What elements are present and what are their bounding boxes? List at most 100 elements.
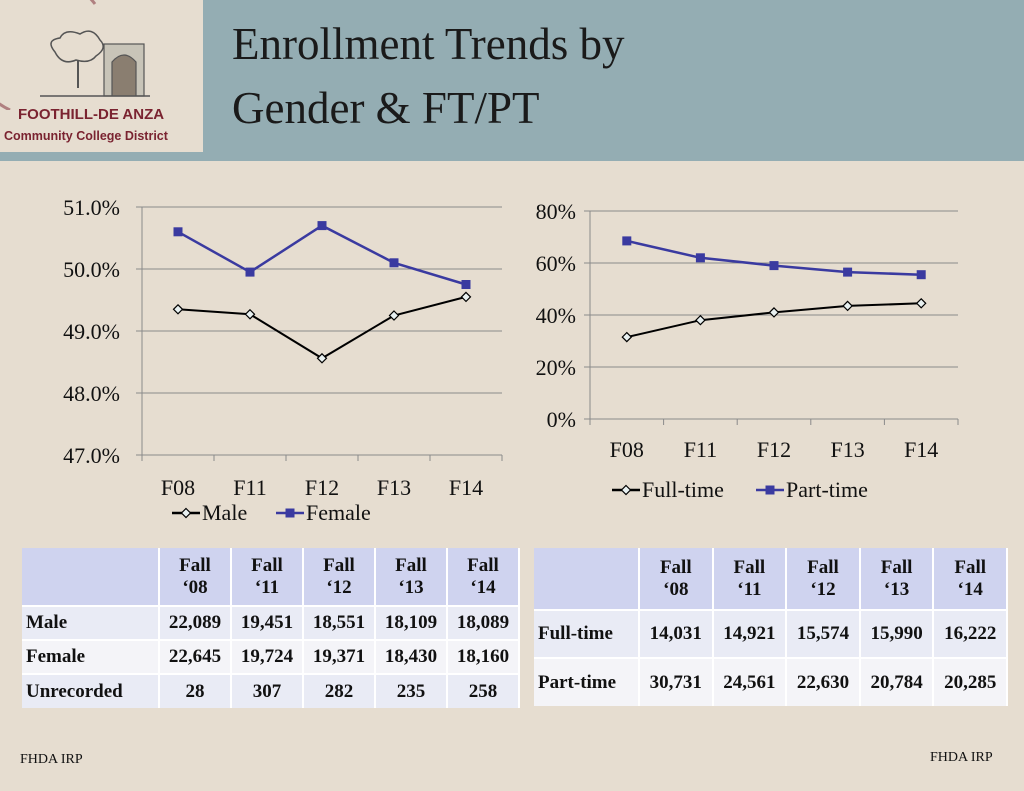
x-tick-label: F14 [449, 475, 483, 500]
table-cell: 18,109 [375, 605, 448, 640]
table-row: Full-time 14,031 14,921 15,574 15,990 16… [534, 609, 1008, 658]
title-band [203, 0, 1024, 161]
x-tick-label: F13 [830, 437, 864, 462]
logo-emblem [0, 0, 150, 110]
data-point [842, 300, 853, 312]
y-tick-label: 49.0% [63, 319, 120, 344]
table-header-cell: Fall ‘11 [712, 548, 788, 610]
table-cell: 20,784 [859, 657, 935, 706]
data-point [389, 258, 399, 268]
slide-title-line1: Enrollment Trends by [232, 19, 625, 69]
logo: FOOTHILL-DE ANZA Community College Distr… [0, 0, 203, 152]
table-header-cell: Fall ‘08 [159, 548, 232, 606]
table-cell: 20,285 [933, 657, 1008, 706]
x-tick-label: F08 [161, 475, 195, 500]
x-tick-label: F11 [233, 475, 266, 500]
data-point [916, 270, 926, 280]
table-header-row: Fall ‘08 Fall ‘11 Fall ‘12 Fall ‘13 Fall ‘14 [534, 548, 1008, 610]
legend-marker [285, 508, 295, 518]
gender-table: Fall ‘08 Fall ‘11 Fall ‘12 Fall ‘13 Fall ‘14 … [22, 548, 520, 708]
x-tick-label: F13 [377, 475, 411, 500]
y-tick-label: 47.0% [63, 443, 120, 468]
data-point [460, 291, 472, 303]
table-row: Part-time 30,731 24,561 22,630 20,784 20… [534, 657, 1008, 706]
data-point [622, 236, 632, 246]
table-cell: 19,451 [231, 605, 304, 640]
y-tick-label: 60% [536, 251, 576, 276]
table-cell: 258 [447, 673, 520, 708]
table-header-cell: Fall ‘14 [933, 548, 1008, 610]
table-cell: 14,921 [712, 609, 788, 658]
table-header-row: Fall ‘08 Fall ‘11 Fall ‘12 Fall ‘13 Fall ‘14 [22, 548, 520, 606]
table-cell: 14,031 [639, 609, 714, 658]
table-cell: 18,430 [375, 639, 448, 674]
data-point [388, 310, 400, 321]
table-cell: 16,222 [933, 609, 1008, 658]
x-tick-label: F08 [610, 437, 644, 462]
data-point [915, 297, 927, 309]
row-label: Full-time [534, 609, 640, 658]
table-header-blank [534, 548, 640, 610]
legend-label: Part-time [786, 477, 868, 502]
table-cell: 18,160 [447, 639, 520, 674]
data-point [244, 308, 256, 320]
table-cell: 22,630 [786, 657, 861, 706]
legend-label: Female [306, 500, 371, 525]
data-point [317, 221, 327, 231]
data-point [461, 280, 471, 289]
data-point [768, 307, 780, 318]
table-cell: 15,990 [859, 609, 935, 658]
table-header-blank [22, 548, 160, 606]
row-label: Part-time [534, 657, 640, 706]
table-cell: 22,645 [159, 639, 232, 674]
legend-marker [180, 507, 192, 519]
data-point [769, 261, 779, 271]
data-point [316, 352, 328, 364]
table-cell: 19,724 [231, 639, 304, 674]
x-tick-label: F14 [904, 437, 938, 462]
data-point [695, 314, 706, 326]
table-header-cell: Fall ‘11 [231, 548, 304, 606]
y-tick-label: 50.0% [63, 257, 120, 282]
title-band-bottom [0, 152, 1024, 161]
ftpt-table: Fall ‘08 Fall ‘11 Fall ‘12 Fall ‘13 Fall ‘14 … [534, 548, 1008, 706]
table-cell: 28 [159, 673, 232, 708]
series-line-male [177, 295, 467, 360]
table-cell: 24,561 [712, 657, 788, 706]
table-cell: 235 [375, 673, 448, 708]
row-label: Male [22, 605, 160, 640]
legend-label: Male [202, 500, 247, 525]
table-cell: 22,089 [159, 605, 232, 640]
table-cell: 18,089 [447, 605, 520, 640]
row-label: Female [22, 639, 160, 674]
data-point [695, 253, 705, 263]
data-point [843, 267, 853, 277]
charts-area: 51.0% 50.0% 49.0% 48.0% 47.0% F08 F11 F12 F13 F14… [63, 195, 959, 525]
data-point [245, 267, 255, 277]
x-tick-label: F12 [305, 475, 339, 500]
table-header-cell: Fall ‘12 [303, 548, 376, 606]
y-tick-label: 48.0% [63, 381, 120, 406]
y-tick-label: 20% [536, 355, 576, 380]
y-tick-label: 80% [536, 199, 576, 224]
table-cell: 307 [231, 673, 304, 708]
x-tick-label: F11 [684, 437, 717, 462]
table-cell: 30,731 [639, 657, 714, 706]
table-row: Unrecorded 28 307 282 235 258 [22, 673, 520, 708]
table-header-cell: Fall ‘14 [447, 548, 520, 606]
table-cell: 282 [303, 673, 376, 708]
y-tick-label: 40% [536, 303, 576, 328]
legend-marker [620, 484, 632, 496]
logo-text-line1: FOOTHILL-DE ANZA [18, 106, 165, 123]
table-header-cell: Fall ‘08 [639, 548, 714, 610]
slide-title-line2: Gender & FT/PT [232, 83, 540, 133]
table-cell: 19,371 [303, 639, 376, 674]
table-cell: 15,574 [786, 609, 861, 658]
table-row: Female 22,645 19,724 19,371 18,430 18,16… [22, 639, 520, 674]
table-header-cell: Fall ‘13 [859, 548, 935, 610]
data-point [173, 227, 183, 237]
legend-label: Full-time [642, 477, 724, 502]
table-header-cell: Fall ‘13 [375, 548, 448, 606]
table-row: Male 22,089 19,451 18,551 18,109 18,089 [22, 605, 520, 640]
footer-right: FHDA IRP [930, 750, 993, 765]
